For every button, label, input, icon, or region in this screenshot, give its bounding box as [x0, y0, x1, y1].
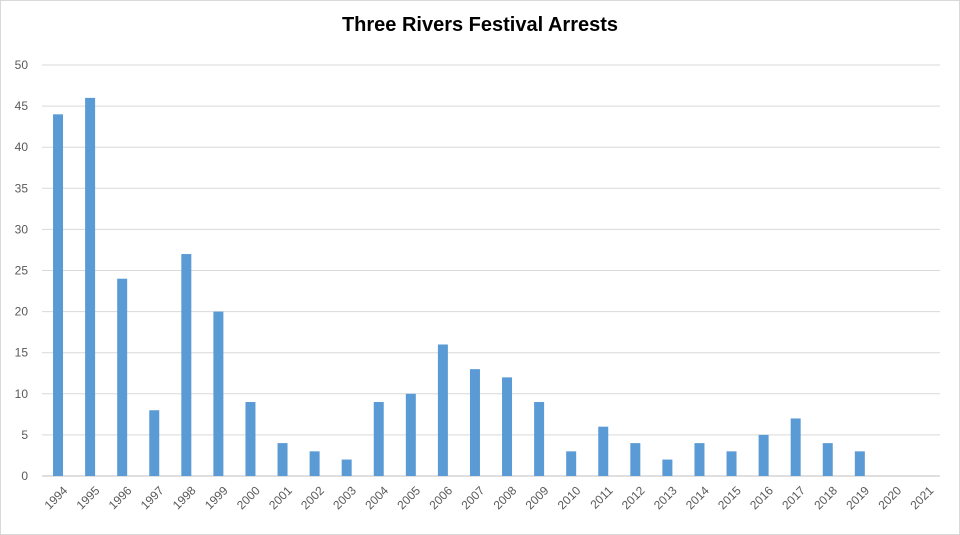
- x-tick-label: 1998: [170, 483, 199, 512]
- bar-2015: [726, 451, 737, 476]
- bar-2010: [566, 451, 577, 476]
- bar-1998: [181, 254, 192, 476]
- bar-2008: [502, 377, 513, 476]
- bar-1999: [213, 311, 224, 476]
- y-tick-label: 40: [15, 140, 29, 154]
- bar-2017: [790, 418, 801, 476]
- bar-1996: [117, 278, 128, 476]
- x-tick-label: 2005: [394, 483, 423, 512]
- x-tick-label: 2006: [426, 483, 455, 512]
- bar-1997: [149, 410, 160, 476]
- x-tick-label: 2013: [651, 483, 680, 512]
- bar-2019: [854, 451, 865, 476]
- gridlines: [42, 64, 940, 477]
- y-tick-label: 25: [15, 264, 29, 278]
- x-tick-label: 2020: [875, 483, 904, 512]
- x-tick-label: 1994: [42, 483, 71, 512]
- bar-2006: [437, 344, 448, 476]
- x-tick-label: 2002: [298, 483, 327, 512]
- y-tick-label: 10: [15, 387, 29, 401]
- bar-2000: [245, 402, 256, 476]
- x-tick-label: 2019: [843, 483, 872, 512]
- x-tick-label: 2009: [523, 483, 552, 512]
- bar-2005: [405, 393, 416, 476]
- x-tick-label: 2001: [266, 483, 295, 512]
- bar-2007: [469, 369, 480, 476]
- bar-2012: [630, 443, 641, 476]
- x-tick-label: 2010: [555, 483, 584, 512]
- x-tick-label: 2003: [330, 483, 359, 512]
- bar-2001: [277, 443, 288, 476]
- x-tick-label: 1997: [138, 483, 167, 512]
- y-tick-label: 5: [21, 428, 28, 442]
- y-tick-label: 0: [21, 469, 28, 483]
- y-tick-label: 30: [15, 222, 29, 236]
- x-tick-label: 2000: [234, 483, 263, 512]
- bar-2002: [309, 451, 320, 476]
- bar-2014: [694, 443, 705, 476]
- y-tick-label: 50: [15, 58, 29, 72]
- x-tick-label: 2004: [362, 483, 391, 512]
- x-tick-label: 2017: [779, 483, 808, 512]
- bar-2003: [341, 459, 352, 476]
- x-tick-label: 2011: [587, 483, 615, 511]
- y-tick-label: 20: [15, 305, 29, 319]
- bar-2004: [373, 402, 384, 476]
- x-tick-label: 1995: [74, 483, 103, 512]
- bars: [53, 97, 865, 476]
- x-tick-label: 2016: [747, 483, 776, 512]
- y-tick-label: 35: [15, 181, 29, 195]
- x-tick-label: 2015: [715, 483, 744, 512]
- x-tick-label: 2008: [491, 483, 520, 512]
- x-tick-label: 2007: [459, 483, 488, 512]
- x-tick-label: 1999: [202, 483, 231, 512]
- x-tick-label: 2018: [811, 483, 840, 512]
- bar-2009: [534, 402, 545, 476]
- y-axis-ticks: 0 5 10 15 20 25 30 35 40 45 50: [15, 58, 29, 483]
- bar-2018: [822, 443, 833, 476]
- x-tick-label: 2014: [683, 483, 712, 512]
- bar-2011: [598, 426, 609, 476]
- x-tick-label: 2021: [908, 483, 937, 512]
- y-tick-label: 45: [15, 99, 29, 113]
- chart-title: Three Rivers Festival Arrests: [341, 14, 619, 36]
- bar-1995: [85, 97, 96, 476]
- x-axis-ticks: 1994 1995 1996 1997 1998 1999 2000 2001 2002 2003…: [42, 483, 937, 512]
- bar-1994: [53, 114, 64, 476]
- bar-2016: [758, 434, 769, 476]
- bar-2013: [662, 459, 673, 476]
- x-tick-label: 1996: [106, 483, 135, 512]
- x-tick-label: 2012: [619, 483, 648, 512]
- y-tick-label: 15: [15, 346, 29, 360]
